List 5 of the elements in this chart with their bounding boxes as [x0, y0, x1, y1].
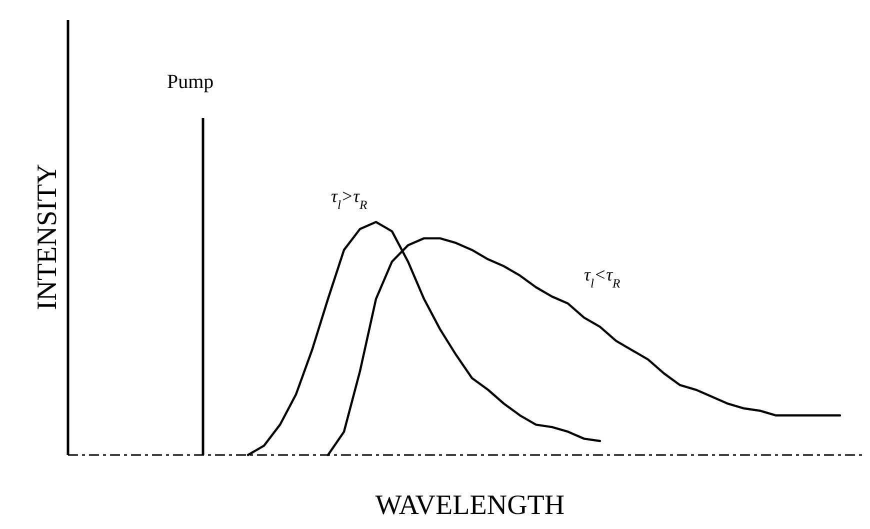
series-label: τ$_{l}$<τ$_{R}$ [584, 264, 621, 290]
x-axis-title: WAVELENGTH [375, 490, 565, 521]
series-label: τ$_{l}$>τ$_{R}$ [331, 186, 368, 212]
y-axis-title: INTENSITY [32, 164, 63, 310]
text: Pump [167, 71, 214, 93]
